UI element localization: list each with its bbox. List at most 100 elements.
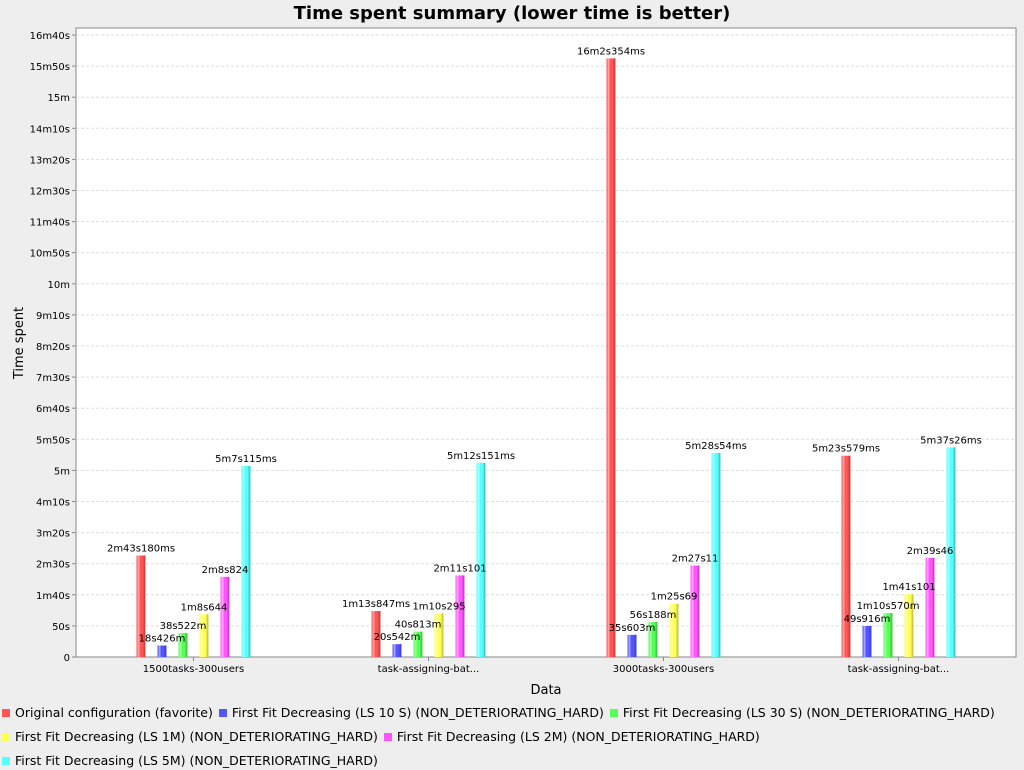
bar: [946, 447, 956, 657]
legend-label: First Fit Decreasing (LS 30 S) (NON_DETE…: [622, 705, 995, 720]
legend-item: First Fit Decreasing (LS 2M) (NON_DETERI…: [383, 728, 760, 746]
bar-highlight: [649, 622, 652, 657]
legend-swatch: [218, 709, 227, 717]
bar: [199, 614, 209, 657]
data-label: 16m2s354ms: [577, 46, 645, 57]
bar-edge: [143, 555, 146, 657]
bar: [904, 594, 914, 657]
y-tick-label: 5m: [54, 466, 70, 477]
bar-highlight: [863, 625, 866, 657]
y-axis-label: Time spent: [12, 307, 27, 380]
bar-highlight: [607, 58, 610, 657]
bar: [413, 631, 423, 657]
bar-edge: [378, 611, 381, 657]
bar-highlight: [842, 455, 845, 657]
legend-swatch: [2, 709, 10, 717]
bar: [711, 452, 721, 657]
bar: [648, 622, 658, 657]
bar-highlight: [884, 613, 887, 657]
data-label: 1m13s847ms: [342, 599, 410, 610]
bar: [455, 575, 465, 657]
data-label: 5m23s579ms: [812, 444, 880, 455]
x-tick-label: 1500tasks-300users: [143, 664, 244, 675]
y-tick-label: 10m50s: [30, 249, 70, 260]
x-tick-label: task-assigning-bat...: [378, 664, 480, 675]
legend-item: Original configuration (favorite): [2, 704, 213, 722]
y-tick-label: 4m10s: [36, 498, 70, 509]
bar: [606, 58, 616, 657]
bar-edge: [613, 58, 616, 657]
y-tick-label: 12m30s: [30, 187, 70, 198]
legend-label: Original configuration (favorite): [15, 705, 213, 720]
data-label: 18s426m: [139, 634, 186, 645]
bar-highlight: [393, 644, 396, 657]
y-tick-label: 14m10s: [30, 124, 70, 135]
data-label: 1m10s295: [412, 601, 465, 612]
bar: [241, 465, 251, 657]
bar: [220, 576, 230, 657]
data-label: 38s522m: [160, 621, 207, 632]
y-tick-label: 16m40s: [30, 31, 70, 42]
bar: [136, 555, 146, 657]
bar-edge: [462, 575, 465, 657]
data-label: 2m27s11: [672, 553, 719, 564]
y-tick-label: 15m: [48, 93, 70, 104]
y-tick-label: 3m20s: [36, 529, 70, 540]
bar-highlight: [905, 594, 908, 657]
legend-swatch: [2, 757, 10, 765]
bar-highlight: [221, 576, 224, 657]
bar-highlight: [158, 645, 161, 657]
plot-area: [75, 27, 1017, 658]
data-label: 5m28s54ms: [685, 441, 747, 452]
bar-highlight: [414, 631, 417, 657]
bar-edge: [953, 447, 956, 657]
y-axis: 0 50s 1m40s 2m30s 3m20s 4m10s 5m 5m50s 6m40s 7m30…: [30, 31, 76, 664]
bar-highlight: [477, 462, 480, 657]
bar-edge: [932, 557, 935, 657]
data-label: 56s188m: [630, 610, 677, 621]
bar: [690, 565, 700, 657]
legend-item: First Fit Decreasing (LS 10 S) (NON_DETE…: [218, 704, 604, 722]
chart-title: Time spent summary (lower time is better…: [294, 3, 731, 24]
grid-lines: [76, 34, 1016, 627]
y-tick-label: 13m20s: [30, 155, 70, 166]
bar-highlight: [691, 565, 694, 657]
bar-edge: [890, 613, 893, 657]
bar: [925, 557, 935, 657]
y-tick-label: 9m10s: [36, 311, 70, 322]
y-tick-label: 2m30s: [36, 560, 70, 571]
x-axis: 1500tasks-300users task-assigning-bat... 3…: [143, 657, 950, 675]
data-label: 5m12s151ms: [447, 451, 515, 462]
bar-highlight: [670, 603, 673, 657]
bar: [434, 613, 444, 657]
bar-edge: [248, 465, 251, 657]
bar-edge: [164, 645, 167, 657]
data-label: 2m8s824: [202, 565, 249, 576]
y-tick-label: 11m40s: [30, 218, 70, 229]
bar: [627, 634, 637, 657]
legend-item: First Fit Decreasing (LS 30 S) (NON_DETE…: [609, 704, 995, 722]
bar: [157, 645, 167, 657]
bar-highlight: [137, 555, 140, 657]
data-label: 1m25s69: [651, 592, 698, 603]
y-tick-label: 1m40s: [36, 591, 70, 602]
bar: [883, 613, 893, 657]
bar: [862, 625, 872, 657]
x-tick-label: task-assigning-bat...: [848, 664, 950, 675]
bar: [476, 462, 486, 657]
y-tick-label: 50s: [52, 622, 70, 633]
bar-highlight: [435, 613, 438, 657]
bar-highlight: [179, 633, 182, 657]
bar-highlight: [372, 611, 375, 657]
bar-edge: [227, 576, 230, 657]
data-label: 5m7s115ms: [215, 454, 277, 465]
legend-swatch: [2, 733, 10, 741]
bar-edge: [697, 565, 700, 657]
bar-highlight: [242, 465, 245, 657]
bar-highlight: [947, 447, 950, 657]
data-label: 2m43s180ms: [107, 544, 175, 555]
bar-edge: [399, 644, 402, 657]
bar-edge: [869, 625, 872, 657]
bar-edge: [420, 631, 423, 657]
bar-edge: [655, 622, 658, 657]
